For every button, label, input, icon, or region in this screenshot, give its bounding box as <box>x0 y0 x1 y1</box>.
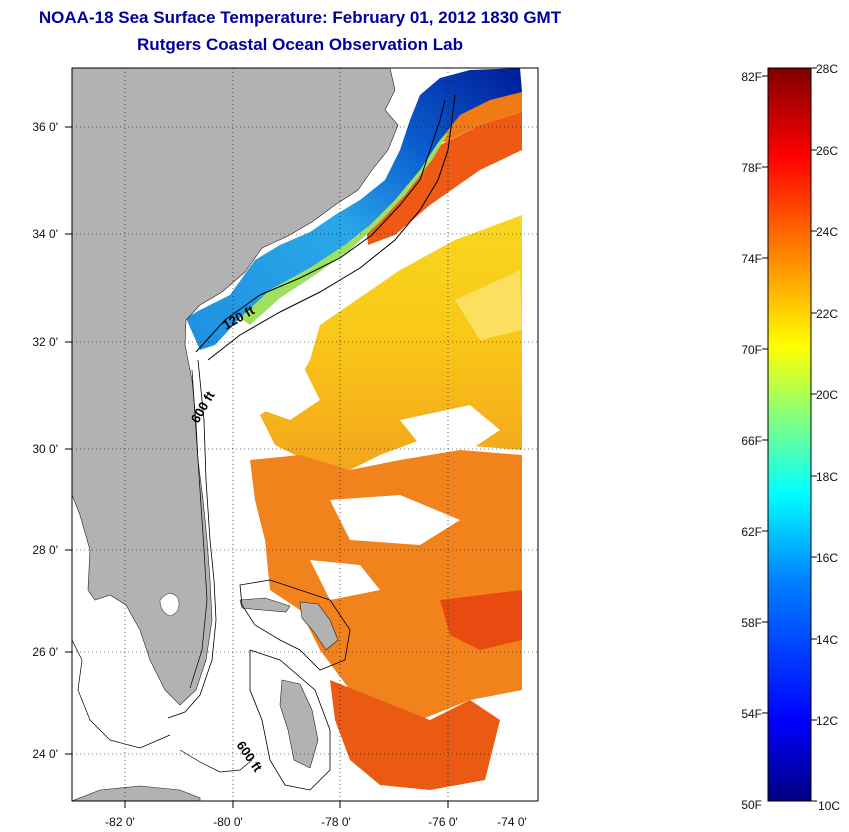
cloud-patch <box>330 495 460 545</box>
lake-okeechobee <box>159 593 180 617</box>
colorbar-f-label: 70F <box>741 343 762 357</box>
lon-label: -78 0' <box>321 815 351 829</box>
coastal-green-strip <box>240 130 450 325</box>
colorbar-f-label: 82F <box>741 70 762 84</box>
lon-label: -76 0' <box>428 815 458 829</box>
map-subtitle: Rutgers Coastal Ocean Observation Lab <box>137 35 463 54</box>
colorbar-f-label: 58F <box>741 616 762 630</box>
cloud-patch <box>310 560 380 600</box>
contour-florida-shelf <box>167 359 217 719</box>
gulf-stream-north <box>430 92 522 142</box>
colorbar-c-label: 24C <box>816 225 838 239</box>
contour-west-florida <box>72 639 171 749</box>
lat-label: 24 0' <box>32 747 58 761</box>
land-cuba <box>72 785 201 801</box>
lat-label: 28 0' <box>32 543 58 557</box>
lon-label: -74 0' <box>497 815 527 829</box>
lat-label: 36 0' <box>32 120 58 134</box>
colorbar-f-label: 78F <box>741 161 762 175</box>
warm-water-region <box>260 215 522 470</box>
colorbar-f-label: 62F <box>741 525 762 539</box>
plot-border <box>71 67 539 802</box>
cold-shelf-water <box>186 68 522 350</box>
colorbar-c-label: 14C <box>816 633 838 647</box>
lat-label: 32 0' <box>32 335 58 349</box>
warm-eddy <box>455 270 522 340</box>
land-bahamas-grand <box>239 597 291 613</box>
colorbar-c-label: 20C <box>816 388 838 402</box>
cloud-patch <box>260 360 320 420</box>
colorbar-f-label: 50F <box>741 798 762 812</box>
colorbar-f-label: 66F <box>741 434 762 448</box>
graticule <box>72 68 538 801</box>
colorbar-f-label: 74F <box>741 252 762 266</box>
map-title: NOAA-18 Sea Surface Temperature: Februar… <box>38 8 562 27</box>
colorbar-c-label: 28C <box>816 62 838 76</box>
contour-bahamas-south <box>249 649 331 791</box>
colorbar-c-label: 16C <box>816 551 838 565</box>
bahamas-red-patch <box>330 680 500 790</box>
lat-label: 26 0' <box>32 645 58 659</box>
colorbar-c-label: 12C <box>816 714 838 728</box>
contour-keys <box>179 749 253 773</box>
cloud-patch <box>400 405 500 450</box>
colorbar-ticks <box>762 67 817 802</box>
lat-label: 30 0' <box>32 442 58 456</box>
colorbar-c-label: 10C <box>818 799 840 813</box>
lat-label: 34 0' <box>32 227 58 241</box>
southern-red-patch <box>440 590 522 650</box>
contour-600ft <box>207 94 456 361</box>
land-bahamas-andros <box>279 679 319 769</box>
contour-120ft <box>195 99 446 353</box>
colorbar-c-label: 26C <box>816 144 838 158</box>
colorbar <box>767 67 812 802</box>
colorbar-f-label: 54F <box>741 707 762 721</box>
colorbar-c-label: 22C <box>816 307 838 321</box>
colorbar-c-label: 18C <box>816 470 838 484</box>
contour-bahamas-bank <box>239 579 351 671</box>
gulf-stream-band <box>365 112 522 245</box>
lon-label: -82 0' <box>105 815 135 829</box>
land-bahamas-abaco <box>299 601 339 651</box>
axis-ticks <box>65 126 449 808</box>
lon-label: -80 0' <box>213 815 243 829</box>
